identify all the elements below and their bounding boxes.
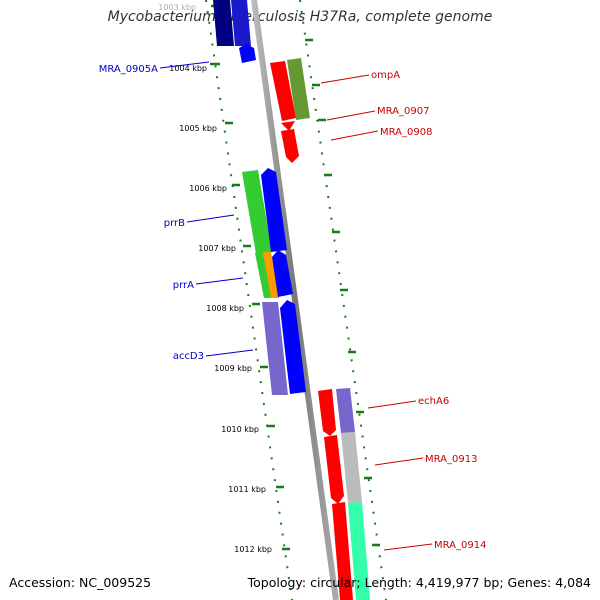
gene-label-echa6: echA6	[418, 396, 449, 407]
gene-block	[255, 252, 272, 298]
inner-tick-marks	[210, 4, 290, 551]
gene-label-mra-0913: MRA_0913	[425, 454, 477, 465]
outer-tick-marks	[305, 38, 380, 547]
gene-arrow	[261, 168, 287, 252]
gene-label-prra: prrA	[173, 280, 194, 291]
gene-block	[263, 252, 279, 298]
leader-line	[374, 457, 424, 466]
kbp-label: 1010 kbp	[221, 425, 259, 434]
gene-block	[262, 302, 288, 395]
gene-label-prrb: prrB	[164, 218, 185, 229]
kbp-label: 1008 kbp	[206, 304, 244, 313]
leader-line	[367, 400, 417, 409]
leader-line	[186, 214, 235, 223]
kbp-label: 1006 kbp	[189, 184, 227, 193]
gene-label-mra-0908: MRA_0908	[380, 127, 432, 138]
kbp-label: 1004 kbp	[169, 64, 207, 73]
leader-line	[383, 543, 433, 551]
gene-block	[270, 61, 296, 121]
gene-arrow	[324, 435, 344, 504]
kbp-label: 1005 kbp	[179, 124, 217, 133]
leader-line	[330, 130, 379, 141]
genome-backbone	[251, 0, 339, 600]
leader-line	[195, 277, 244, 285]
gene-arrow	[318, 389, 336, 436]
gene-block	[213, 0, 234, 46]
gene-label-mra-0907: MRA_0907	[377, 106, 429, 117]
gene-block	[287, 58, 310, 120]
gene-label-accd3: accD3	[173, 351, 204, 362]
accession-label: Accession: NC_009525	[9, 575, 152, 590]
leader-line	[205, 349, 254, 357]
gene-block	[348, 502, 370, 600]
kbp-label: 1003 kbp	[158, 3, 196, 12]
gene-block	[336, 388, 355, 433]
gene-arrow	[239, 44, 256, 63]
gene-block	[242, 170, 272, 254]
kbp-label: 1011 kbp	[228, 485, 266, 494]
kbp-label: 1009 kbp	[214, 364, 252, 373]
gene-block	[341, 432, 362, 503]
gene-label-ompa: ompA	[371, 70, 400, 81]
gene-label-mra-0914: MRA_0914	[434, 540, 486, 551]
leader-line	[320, 74, 370, 84]
kbp-label: 1007 kbp	[198, 244, 236, 253]
gene-arrow	[280, 300, 306, 394]
gene-block	[231, 0, 251, 46]
gene-block	[332, 502, 353, 600]
map-title: Mycobacterium tuberculosis H37Ra, comple…	[107, 9, 493, 25]
gene-arrow	[281, 129, 299, 163]
kbp-label: 1012 kbp	[234, 545, 272, 554]
gene-label-mra-0905a: MRA_0905A	[99, 64, 158, 75]
leader-line	[159, 61, 210, 69]
gene-arrow	[272, 250, 293, 297]
gene-arrow	[281, 121, 295, 131]
genome-summary: Topology: circular; Length: 4,419,977 bp…	[247, 575, 591, 590]
leader-line	[326, 110, 376, 121]
